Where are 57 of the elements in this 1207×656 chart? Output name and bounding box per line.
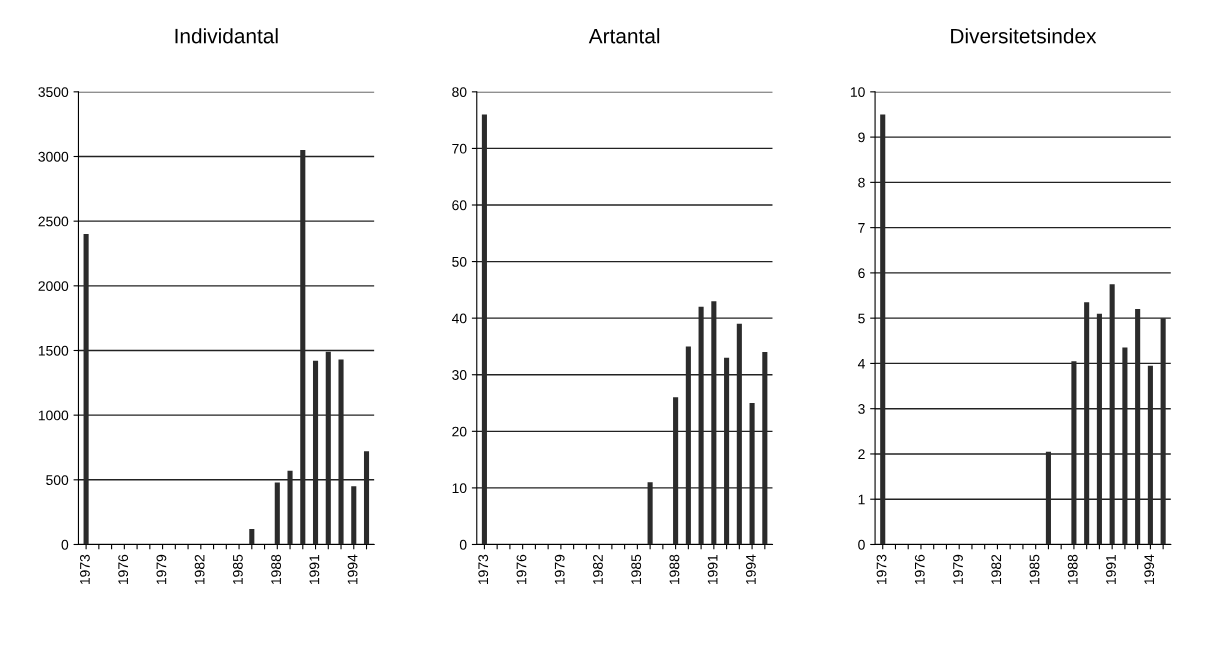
y-tick-label: 0	[858, 539, 865, 550]
y-tick-label: 0	[459, 539, 467, 550]
y-tick-label: 1000	[38, 410, 69, 421]
y-tick-label: 0	[61, 539, 69, 550]
x-tick-label: 1991	[309, 554, 320, 585]
y-tick-label: 2500	[38, 216, 69, 227]
x-tick-label: 1988	[1067, 554, 1078, 585]
y-tick-label: 50	[452, 256, 467, 267]
y-tick-label: 40	[451, 313, 467, 324]
x-tick-label: 1982	[194, 554, 205, 585]
x-tick-label: 1985	[1029, 554, 1040, 585]
x-tick-label: 1982	[991, 554, 1002, 585]
x-tick-label: 1991	[1106, 554, 1116, 585]
y-tick-label: 70	[452, 143, 467, 154]
y-tick-label: 7	[858, 223, 865, 233]
y-tick-label: 20	[452, 426, 467, 437]
y-tick-label: 8	[858, 177, 865, 188]
chart-title: Individantal	[175, 28, 278, 44]
x-tick-label: 1979	[554, 554, 565, 585]
x-tick-label: 1979	[953, 554, 963, 585]
x-tick-label: 1994	[1144, 554, 1155, 585]
x-tick-label: 1973	[80, 554, 90, 585]
y-tick-label: 60	[452, 200, 467, 211]
x-tick-label: 1982	[593, 554, 603, 585]
y-tick-label: 3500	[38, 87, 69, 98]
y-tick-label: 1	[858, 494, 865, 505]
x-tick-label: 1976	[914, 554, 925, 585]
x-tick-label: 1976	[516, 554, 527, 585]
y-tick-label: 2000	[38, 281, 69, 291]
bar	[249, 528, 255, 545]
x-tick-label: 1988	[271, 554, 282, 585]
x-tick-label: 1991	[707, 554, 718, 585]
y-tick-label: 2	[858, 449, 865, 459]
x-tick-label: 1976	[118, 554, 129, 585]
y-tick-label: 5	[858, 313, 865, 324]
bar	[351, 486, 357, 545]
x-tick-label: 1979	[156, 554, 167, 585]
y-tick-label: 80	[452, 87, 467, 98]
y-tick-label: 1500	[38, 345, 69, 356]
x-tick-label: 1973	[876, 554, 887, 585]
x-tick-label: 1994	[745, 554, 756, 585]
x-tick-label: 1994	[347, 554, 358, 585]
y-tick-label: 30	[452, 370, 467, 380]
chart-title: Diversitetsindex	[951, 28, 1097, 44]
chart-title: Artantal	[588, 28, 660, 44]
x-tick-label: 1985	[631, 554, 642, 585]
y-tick-label: 500	[46, 475, 69, 485]
y-tick-label: 10	[850, 87, 865, 98]
y-tick-label: 3	[858, 404, 865, 414]
y-tick-label: 9	[858, 132, 865, 143]
y-tick-label: 4	[857, 358, 865, 369]
y-tick-label: 3000	[38, 151, 69, 162]
y-tick-label: 6	[858, 268, 865, 279]
x-tick-label: 1973	[478, 554, 489, 585]
x-tick-label: 1985	[232, 554, 243, 585]
y-tick-label: 10	[452, 483, 467, 494]
x-tick-label: 1988	[669, 554, 680, 585]
